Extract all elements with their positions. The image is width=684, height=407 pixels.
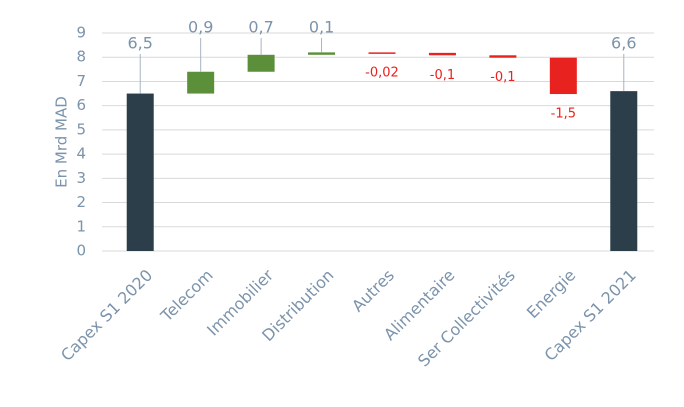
bar xyxy=(368,52,396,54)
data-label: -0,02 xyxy=(365,65,399,80)
x-tick-label: Capex S1 2020 xyxy=(57,266,156,365)
y-tick-label: 8 xyxy=(76,48,86,66)
data-label: 0,1 xyxy=(309,18,334,37)
y-tick-label: 4 xyxy=(76,145,86,163)
bar xyxy=(428,52,456,56)
data-label: 0,9 xyxy=(188,18,213,37)
y-tick-label: 2 xyxy=(76,193,86,211)
x-tick-label: Autres xyxy=(348,266,398,316)
data-label: -0,1 xyxy=(430,68,455,83)
x-tick-label: Energie xyxy=(523,266,579,322)
x-tick-label: Telecom xyxy=(156,266,216,326)
y-tick-label: 6 xyxy=(76,96,86,114)
y-axis-label: En Mrd MAD xyxy=(53,96,71,188)
y-tick-label: 1 xyxy=(76,217,86,235)
bar xyxy=(126,93,154,251)
y-tick-label: 3 xyxy=(76,169,86,187)
data-label: 6,5 xyxy=(127,34,152,53)
bar xyxy=(489,55,517,58)
data-label: -1,5 xyxy=(551,107,576,122)
bar xyxy=(549,57,577,95)
y-tick-label: 7 xyxy=(76,72,86,90)
bar xyxy=(308,52,336,55)
bar xyxy=(187,71,215,94)
data-label: 0,7 xyxy=(248,18,273,37)
y-tick-label: 0 xyxy=(76,242,86,260)
y-tick-label: 9 xyxy=(76,24,86,42)
y-tick-label: 5 xyxy=(76,120,86,138)
bar xyxy=(610,91,638,251)
bar xyxy=(247,54,275,72)
data-label: 6,6 xyxy=(611,34,636,53)
data-label: -0,1 xyxy=(490,70,515,85)
